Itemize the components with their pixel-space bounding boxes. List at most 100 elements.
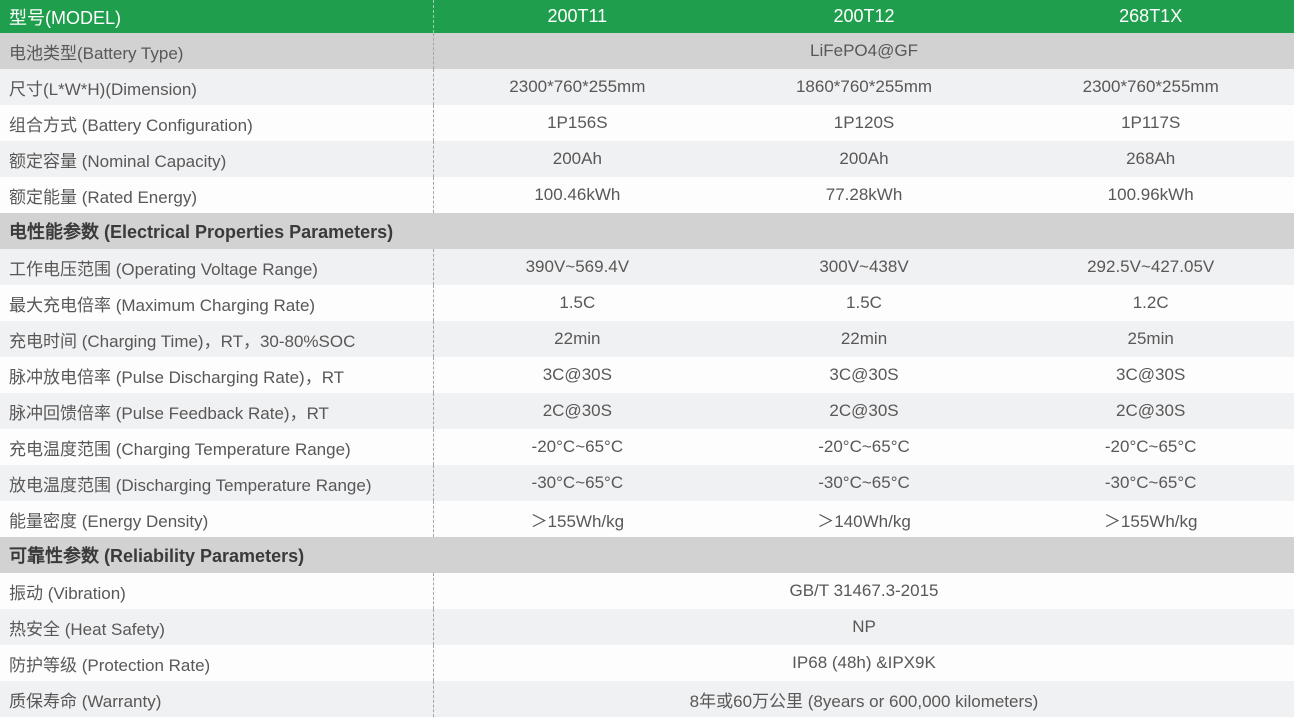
row-label: 能量密度 (Energy Density) xyxy=(9,511,209,531)
row-label: 电池类型(Battery Type) xyxy=(9,43,184,63)
value-cell: 100.96kWh xyxy=(1107,185,1194,204)
value-cell: -30°C~65°C xyxy=(531,473,624,492)
spec-row: 电池类型(Battery Type) LiFePO4@GF xyxy=(0,33,1294,69)
value-cell-span: GB/T 31467.3-2015 xyxy=(789,581,939,600)
spec-row: 脉冲回馈倍率 (Pulse Feedback Rate)，RT 2C@30S 2C@… xyxy=(0,393,1294,429)
row-values: GB/T 31467.3-2015 xyxy=(433,573,1294,609)
value-cell: 2C@30S xyxy=(829,401,899,420)
row-label: 充电时间 (Charging Time)，RT，30-80%SOC xyxy=(9,331,356,351)
value-cell: 1.5C xyxy=(559,293,596,312)
spec-row: 脉冲放电倍率 (Pulse Discharging Rate)，RT 3C@30S… xyxy=(0,357,1294,393)
section-title: 电性能参数 (Electrical Properties Parameters) xyxy=(9,222,394,242)
row-label: 振动 (Vibration) xyxy=(9,583,126,603)
value-cell: 200Ah xyxy=(839,149,889,168)
row-values: 2300*760*255mm 1860*760*255mm 2300*760*255… xyxy=(433,69,1294,105)
value-cell: 268Ah xyxy=(1126,149,1176,168)
spec-row: 放电温度范围 (Discharging Temperature Range) -3… xyxy=(0,465,1294,501)
spec-row: 组合方式 (Battery Configuration) 1P156S 1P120S… xyxy=(0,105,1294,141)
spec-row: 额定容量 (Nominal Capacity) 200Ah 200Ah 268Ah xyxy=(0,141,1294,177)
spec-row: 能量密度 (Energy Density) ＞155Wh/kg ＞140Wh/kg ＞… xyxy=(0,501,1294,537)
value-cell: 1860*760*255mm xyxy=(795,77,933,96)
value-cell: -20°C~65°C xyxy=(531,437,624,456)
value-cell: 2300*760*255mm xyxy=(509,77,646,96)
value-cell: 3C@30S xyxy=(542,365,612,384)
value-cell: 100.46kWh xyxy=(534,185,621,204)
row-values: ＞155Wh/kg ＞140Wh/kg ＞155Wh/kg xyxy=(433,501,1294,537)
spec-row: 振动 (Vibration) GB/T 31467.3-2015 xyxy=(0,573,1294,609)
row-values: 2C@30S 2C@30S 2C@30S xyxy=(433,393,1294,429)
row-label: 额定能量 (Rated Energy) xyxy=(9,187,197,207)
spec-row: 质保寿命 (Warranty) 8年或60万公里 (8years or 600,0… xyxy=(0,681,1294,717)
value-cell: 300V~438V xyxy=(819,257,909,276)
row-label: 脉冲回馈倍率 (Pulse Feedback Rate)，RT xyxy=(9,403,329,423)
row-values: NP xyxy=(433,609,1294,645)
value-cell: 25min xyxy=(1127,329,1174,348)
value-cell: 2C@30S xyxy=(1116,401,1186,420)
spec-row: 额定能量 (Rated Energy) 100.46kWh 77.28kWh 100.… xyxy=(0,177,1294,213)
row-values: -30°C~65°C -30°C~65°C -30°C~65°C xyxy=(433,465,1294,501)
value-cell: ＞140Wh/kg xyxy=(817,511,911,531)
header-model-cell: 200T12 xyxy=(833,6,895,26)
value-cell: 1.2C xyxy=(1132,293,1169,312)
row-label: 防护等级 (Protection Rate) xyxy=(9,655,211,675)
row-label: 热安全 (Heat Safety) xyxy=(9,619,165,639)
value-cell: 77.28kWh xyxy=(825,185,903,204)
row-values: -20°C~65°C -20°C~65°C -20°C~65°C xyxy=(433,429,1294,465)
value-cell: 3C@30S xyxy=(1116,365,1186,384)
value-cell: -30°C~65°C xyxy=(818,473,910,492)
value-cell: 22min xyxy=(554,329,601,348)
table-header-row: 型号(MODEL) 200T11 200T12 268T1X xyxy=(0,0,1294,33)
spec-row: 工作电压范围 (Operating Voltage Range) 390V~569… xyxy=(0,249,1294,285)
row-values: IP68 (48h) &IPX9K xyxy=(433,645,1294,681)
row-label: 组合方式 (Battery Configuration) xyxy=(9,115,253,135)
value-cell: 200Ah xyxy=(552,149,602,168)
value-cell: 22min xyxy=(840,329,888,348)
spec-row: 最大充电倍率 (Maximum Charging Rate) 1.5C 1.5C 1.… xyxy=(0,285,1294,321)
value-cell: 3C@30S xyxy=(829,365,899,384)
value-cell: 2300*760*255mm xyxy=(1082,77,1219,96)
row-values: 200Ah 200Ah 268Ah xyxy=(433,141,1294,177)
row-values: 22min 22min 25min xyxy=(433,321,1294,357)
value-cell: 2C@30S xyxy=(542,401,612,420)
value-cell-span: IP68 (48h) &IPX9K xyxy=(792,653,936,672)
row-values: 100.46kWh 77.28kWh 100.96kWh xyxy=(433,177,1294,213)
spec-row: 充电时间 (Charging Time)，RT，30-80%SOC 22min 22… xyxy=(0,321,1294,357)
row-label: 放电温度范围 (Discharging Temperature Range) xyxy=(9,475,372,495)
header-model-cell: 268T1X xyxy=(1119,6,1183,26)
row-values: LiFePO4@GF xyxy=(433,33,1294,69)
value-cell: 1P117S xyxy=(1121,113,1181,132)
value-cell: -20°C~65°C xyxy=(1104,437,1197,456)
value-cell: ＞155Wh/kg xyxy=(530,511,625,531)
value-cell-span: NP xyxy=(852,617,876,636)
row-label: 工作电压范围 (Operating Voltage Range) xyxy=(9,259,318,279)
value-cell: ＞155Wh/kg xyxy=(1103,511,1198,531)
value-cell: 390V~569.4V xyxy=(525,257,630,276)
value-cell: 1.5C xyxy=(846,293,882,312)
row-label: 最大充电倍率 (Maximum Charging Rate) xyxy=(9,295,316,315)
value-cell: -20°C~65°C xyxy=(818,437,910,456)
row-values: 1.5C 1.5C 1.2C xyxy=(433,285,1294,321)
row-label: 尺寸(L*W*H)(Dimension) xyxy=(9,79,197,99)
section-header-row: 可靠性参数 (Reliability Parameters) xyxy=(0,537,1294,573)
row-values: 8年或60万公里 (8years or 600,000 kilometers) xyxy=(433,681,1294,717)
row-values: 3C@30S 3C@30S 3C@30S xyxy=(433,357,1294,393)
value-cell: 292.5V~427.05V xyxy=(1087,257,1215,276)
section-title: 可靠性参数 (Reliability Parameters) xyxy=(9,546,305,566)
row-label: 额定容量 (Nominal Capacity) xyxy=(9,151,227,171)
row-values: 390V~569.4V 300V~438V 292.5V~427.05V xyxy=(433,249,1294,285)
row-values: 1P156S 1P120S 1P117S xyxy=(433,105,1294,141)
spec-row: 热安全 (Heat Safety) NP xyxy=(0,609,1294,645)
row-label: 充电温度范围 (Charging Temperature Range) xyxy=(9,439,351,459)
value-cell: 1P120S xyxy=(833,113,895,132)
row-label: 质保寿命 (Warranty) xyxy=(9,691,162,711)
spec-row: 防护等级 (Protection Rate) IP68 (48h) &IPX9K xyxy=(0,645,1294,681)
value-cell: -30°C~65°C xyxy=(1104,473,1197,492)
value-cell-span: 8年或60万公里 (8years or 600,000 kilometers) xyxy=(689,691,1039,711)
header-model-columns: 200T11 200T12 268T1X xyxy=(433,0,1294,33)
table-body: 电池类型(Battery Type) LiFePO4@GF 尺寸(L*W*H)(Di… xyxy=(0,33,1294,717)
header-model-label: 型号(MODEL) xyxy=(9,7,121,28)
spec-row: 充电温度范围 (Charging Temperature Range) -20°C… xyxy=(0,429,1294,465)
spec-row: 尺寸(L*W*H)(Dimension) 2300*760*255mm 1860*7… xyxy=(0,69,1294,105)
value-cell-span: LiFePO4@GF xyxy=(810,41,918,60)
